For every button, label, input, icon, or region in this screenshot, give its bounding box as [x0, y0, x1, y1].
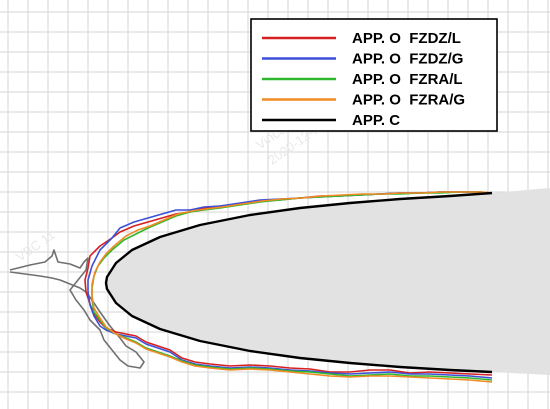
legend: APP. O FZDZ/L APP. O FZDZ/G APP. O FZRA/L A…: [250, 18, 498, 132]
series-line-app-o-fzra-g: [91, 191, 493, 383]
legend-label: APP. O FZDZ/L: [352, 30, 461, 47]
legend-label: APP. O FZRA/G: [352, 92, 465, 109]
legend-label: APP. O FZRA/L: [352, 71, 463, 88]
series-layer: [9, 191, 493, 383]
legend-label: APP. O FZDZ/G: [352, 51, 463, 68]
series-line-unnamed: [9, 249, 145, 369]
series-line-app-c: [104, 191, 493, 374]
airfoil-body: [106, 188, 550, 375]
legend-label: APP. C: [352, 112, 400, 129]
legend-items: APP. O FZDZ/L APP. O FZDZ/G APP. O FZRA/L A…: [262, 30, 465, 129]
